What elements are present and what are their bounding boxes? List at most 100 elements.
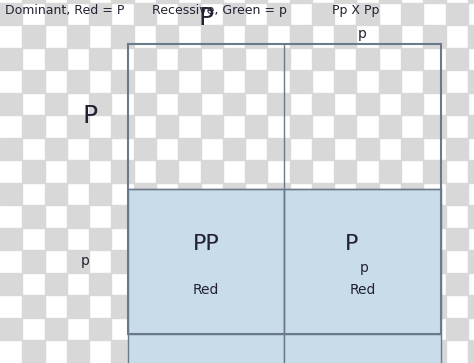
Bar: [134, 3, 156, 25]
Bar: [290, 115, 312, 138]
Bar: [67, 340, 89, 363]
Bar: [156, 160, 178, 183]
Bar: [423, 0, 446, 3]
Bar: [379, 25, 401, 48]
Bar: [201, 340, 223, 363]
Bar: [223, 273, 245, 295]
Bar: [201, 25, 223, 48]
Text: p: p: [358, 28, 367, 41]
Bar: [312, 273, 334, 295]
Bar: [468, 160, 474, 183]
Bar: [22, 340, 45, 363]
Bar: [89, 93, 111, 115]
Bar: [134, 48, 156, 70]
Text: Red: Red: [193, 284, 219, 297]
Bar: [89, 3, 111, 25]
Bar: [111, 0, 134, 3]
Bar: [446, 48, 468, 70]
Bar: [89, 273, 111, 295]
Bar: [423, 160, 446, 183]
Bar: [45, 273, 67, 295]
Bar: [468, 340, 474, 363]
Bar: [67, 25, 89, 48]
Bar: [334, 250, 356, 273]
Bar: [45, 318, 67, 340]
Bar: [267, 228, 290, 250]
Bar: [446, 3, 468, 25]
Bar: [446, 273, 468, 295]
Bar: [446, 93, 468, 115]
Bar: [290, 25, 312, 48]
Bar: [401, 318, 423, 340]
Bar: [0, 48, 22, 70]
Bar: [22, 25, 45, 48]
Bar: [245, 160, 267, 183]
Bar: [156, 25, 178, 48]
Bar: [356, 228, 379, 250]
Bar: [468, 25, 474, 48]
Bar: [356, 183, 379, 205]
Bar: [401, 48, 423, 70]
Bar: [245, 0, 267, 3]
Bar: [379, 160, 401, 183]
Bar: [22, 70, 45, 93]
Bar: [290, 70, 312, 93]
Bar: [67, 205, 89, 228]
Bar: [0, 93, 22, 115]
Bar: [128, 334, 284, 363]
Bar: [156, 115, 178, 138]
Bar: [22, 160, 45, 183]
Bar: [401, 93, 423, 115]
Bar: [134, 183, 156, 205]
Bar: [156, 205, 178, 228]
Bar: [201, 250, 223, 273]
Bar: [178, 183, 201, 205]
Bar: [45, 228, 67, 250]
Bar: [111, 295, 134, 318]
Bar: [111, 160, 134, 183]
Bar: [423, 295, 446, 318]
Bar: [223, 228, 245, 250]
Bar: [67, 115, 89, 138]
Bar: [356, 273, 379, 295]
Bar: [267, 48, 290, 70]
Bar: [245, 250, 267, 273]
Bar: [178, 138, 201, 160]
Bar: [356, 48, 379, 70]
Bar: [201, 205, 223, 228]
Bar: [468, 0, 474, 3]
Bar: [356, 318, 379, 340]
Text: Pp X Pp: Pp X Pp: [332, 4, 379, 17]
Bar: [134, 273, 156, 295]
Bar: [178, 273, 201, 295]
Bar: [334, 340, 356, 363]
Bar: [334, 0, 356, 3]
Bar: [290, 295, 312, 318]
Bar: [111, 205, 134, 228]
Bar: [178, 318, 201, 340]
Bar: [312, 138, 334, 160]
Bar: [67, 160, 89, 183]
Bar: [267, 273, 290, 295]
Bar: [334, 70, 356, 93]
Bar: [67, 70, 89, 93]
Bar: [111, 115, 134, 138]
Bar: [156, 0, 178, 3]
Bar: [201, 295, 223, 318]
Text: Dominant, Red = P: Dominant, Red = P: [5, 4, 124, 17]
Bar: [201, 160, 223, 183]
Bar: [401, 3, 423, 25]
Bar: [423, 340, 446, 363]
Bar: [67, 295, 89, 318]
Bar: [67, 0, 89, 3]
Bar: [312, 183, 334, 205]
Bar: [156, 70, 178, 93]
Bar: [468, 295, 474, 318]
Bar: [401, 273, 423, 295]
Bar: [134, 318, 156, 340]
Bar: [22, 115, 45, 138]
Bar: [356, 3, 379, 25]
Bar: [0, 273, 22, 295]
Bar: [290, 160, 312, 183]
Bar: [312, 228, 334, 250]
